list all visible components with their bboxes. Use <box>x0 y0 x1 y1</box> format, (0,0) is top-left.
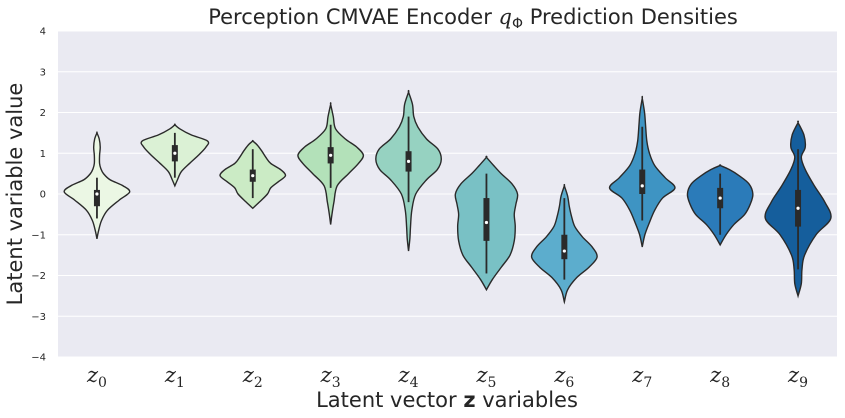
y-tick-label: −1 <box>31 230 46 241</box>
y-tick-label: −3 <box>31 312 46 323</box>
violin-z6 <box>530 183 598 305</box>
violin-box <box>483 198 490 241</box>
x-axis-label-part-2: z <box>463 388 475 412</box>
chart-title-part-4: Prediction Densities <box>523 5 738 29</box>
chart-title-part-3: Φ <box>512 16 523 32</box>
x-axis-label-part-3: variables <box>476 388 578 412</box>
violin-z5 <box>454 155 519 292</box>
x-tick-label: z4 <box>398 363 419 391</box>
violin-median <box>484 220 489 225</box>
y-tick-label: 0 <box>40 190 46 201</box>
x-axis-ticks: z0 z1 z2 z3 z4 z5 z6 z7 z8 z9 <box>86 363 808 391</box>
y-tick-label: 1 <box>40 149 46 160</box>
x-axis-label: Latent vector z variables <box>316 388 578 412</box>
violin-median <box>173 151 177 155</box>
violin-z3 <box>297 102 365 225</box>
x-tick-label: z6 <box>553 363 574 391</box>
y-tick-label: −2 <box>31 271 46 282</box>
violin-median <box>329 153 333 157</box>
violin-z9 <box>764 120 832 299</box>
violin-median <box>640 184 644 188</box>
y-tick-label: 2 <box>40 108 46 119</box>
violin-median <box>251 174 255 178</box>
y-tick-label: 3 <box>40 67 46 78</box>
chart-title-part-2: q <box>499 5 512 29</box>
y-axis-ticks: −4 −3 −2 −1 0 1 2 3 4 <box>31 27 46 364</box>
violin-z0 <box>63 131 131 239</box>
violin-z2 <box>219 139 287 210</box>
violin-box <box>93 189 100 207</box>
x-tick-label: z9 <box>787 363 808 391</box>
chart-title: Perception CMVAE Encoder qΦ Prediction D… <box>208 5 738 32</box>
violin-median <box>562 249 566 253</box>
violin-z4 <box>375 89 442 252</box>
y-axis-label: Latent variable value <box>3 83 27 306</box>
gridlines <box>58 30 837 358</box>
y-tick-label: 4 <box>40 27 46 38</box>
violin-median <box>406 159 411 163</box>
chart-title-part-1: Perception CMVAE Encoder <box>208 5 498 29</box>
violin-z1 <box>140 123 210 188</box>
x-tick-label: z3 <box>320 363 341 391</box>
x-tick-label: z1 <box>164 363 185 391</box>
violins <box>63 89 832 305</box>
x-tick-label: z7 <box>631 363 652 391</box>
violin-median <box>95 192 99 196</box>
violin-median <box>718 196 722 200</box>
x-tick-label: z0 <box>86 363 107 391</box>
y-tick-label: −4 <box>31 353 46 364</box>
x-tick-label: z2 <box>242 363 263 391</box>
violin-box <box>639 169 646 194</box>
violin-z7 <box>608 95 676 248</box>
violin-median <box>796 206 800 210</box>
x-axis-label-part-1: Latent vector <box>316 388 463 412</box>
x-tick-label: z5 <box>475 363 496 391</box>
violin-z8 <box>686 164 754 247</box>
violin-box <box>561 234 568 260</box>
x-tick-label: z8 <box>709 363 730 391</box>
